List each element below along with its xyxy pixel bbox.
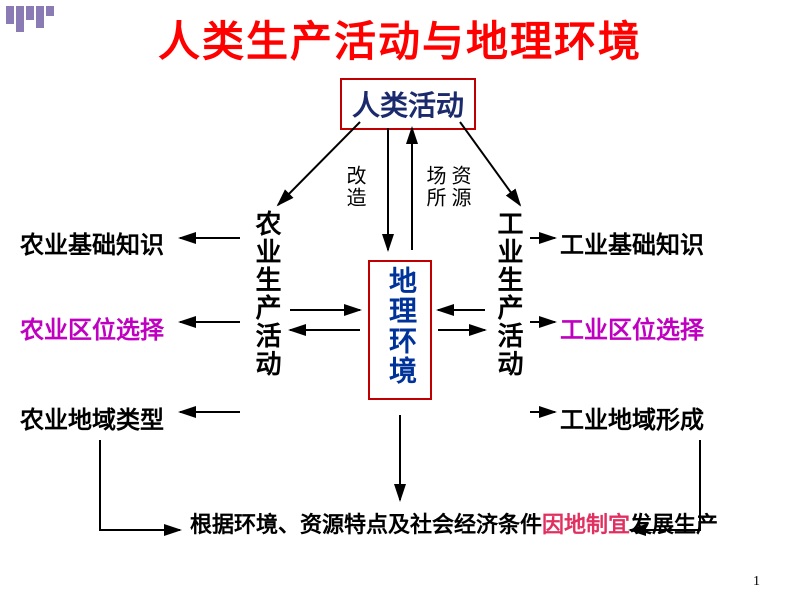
bottom-text: 根据环境、资源特点及社会经济条件因地制宜发展生产	[190, 510, 630, 541]
label-transform-text: 改造	[343, 165, 365, 209]
left-item-2: 农业地域类型	[20, 400, 164, 435]
label-resource: 资源	[445, 165, 474, 209]
title-text: 人类生产活动与地理环境	[158, 20, 642, 66]
left-item-2-text: 农业地域类型	[20, 408, 164, 434]
node-industry-activity: 工业生产活动	[490, 210, 527, 378]
page-title: 人类生产活动与地理环境	[0, 8, 800, 69]
node-agriculture-activity: 农业生产活动	[248, 210, 285, 378]
node-geo-environment-label: 地理环境	[380, 266, 420, 386]
node-human-activity-label: 人类活动	[352, 91, 464, 122]
right-item-0-text: 工业基础知识	[560, 233, 704, 259]
node-industry-activity-label: 工业生产活动	[494, 210, 523, 378]
label-transform: 改造	[340, 165, 369, 209]
label-place: 场所	[420, 165, 449, 209]
right-item-2: 工业地域形成	[560, 400, 704, 435]
node-agriculture-activity-label: 农业生产活动	[252, 210, 281, 378]
left-item-0-text: 农业基础知识	[20, 233, 164, 259]
right-item-0: 工业基础知识	[560, 225, 704, 260]
left-item-1-text: 农业区位选择	[20, 318, 164, 344]
label-place-text: 场所	[423, 165, 445, 209]
right-item-1-text: 工业区位选择	[560, 318, 704, 344]
right-item-2-text: 工业地域形成	[560, 408, 704, 434]
right-item-1: 工业区位选择	[560, 310, 704, 345]
bottom-post: 发展生产	[630, 512, 718, 537]
node-human-activity: 人类活动	[340, 78, 476, 130]
left-item-0: 农业基础知识	[20, 225, 164, 260]
bottom-highlight: 因地制宜	[542, 512, 630, 537]
label-resource-text: 资源	[448, 165, 470, 209]
left-item-1: 农业区位选择	[20, 310, 164, 345]
node-geo-environment: 地理环境	[368, 260, 432, 400]
bottom-pre: 根据环境、资源特点及社会经济条件	[190, 512, 542, 537]
page-number: 1	[753, 574, 760, 590]
